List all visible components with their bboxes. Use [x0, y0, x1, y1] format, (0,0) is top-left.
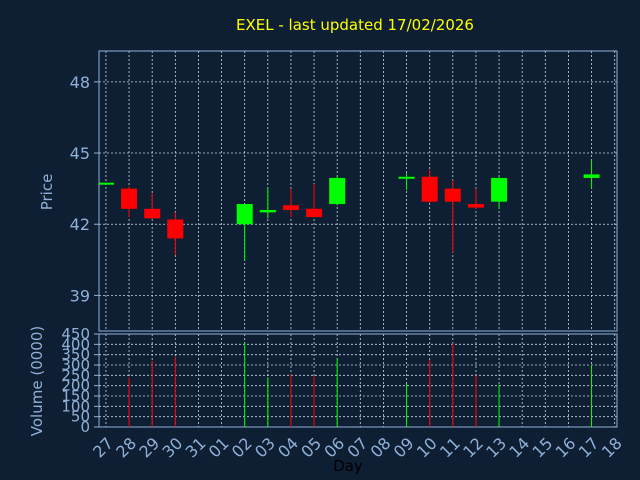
price-plot-frame	[98, 50, 618, 332]
volume-plot-frame	[98, 333, 618, 428]
volume-tick-label: 100	[61, 397, 90, 415]
volume-tick-label: 200	[61, 377, 90, 395]
candle-body	[282, 205, 299, 210]
chart-title: EXEL - last updated 17/02/2026	[236, 16, 474, 34]
volume-tick-label: 0	[80, 418, 90, 436]
candle-body	[167, 219, 184, 239]
volume-tick-label: 300	[61, 356, 90, 374]
candle-body	[259, 209, 276, 213]
candle-body	[99, 182, 114, 185]
candle-body	[398, 176, 415, 179]
volume-tick-label: 400	[61, 335, 90, 353]
candle-body	[491, 177, 508, 202]
candles	[99, 160, 600, 261]
price-tick-label: 39	[70, 286, 90, 305]
x-axis-label: Day	[333, 457, 363, 475]
candle-body	[421, 176, 438, 202]
candle-body	[444, 188, 461, 202]
price-axis-label: Price	[38, 174, 56, 211]
candle-body	[583, 174, 600, 178]
candle-body	[144, 208, 161, 219]
candle-body	[306, 208, 323, 218]
candle-body	[467, 204, 484, 208]
candle-body	[329, 177, 346, 205]
price-tick-label: 45	[70, 144, 90, 163]
volume-tick-label: 50	[71, 408, 90, 426]
volume-axis-label: Volume (0000)	[28, 326, 46, 436]
volume-tick-label: 250	[61, 366, 90, 384]
price-tick-label: 42	[70, 215, 90, 234]
candle-body	[236, 204, 253, 225]
volume-tick-label: 450	[61, 325, 90, 343]
candle-body	[121, 188, 138, 209]
volume-bars	[128, 342, 593, 427]
volume-tick-label: 150	[61, 387, 90, 405]
price-tick-labels: 39 42 45 48	[70, 73, 99, 305]
volume-tick-label: 350	[61, 346, 90, 364]
price-tick-label: 48	[70, 73, 90, 92]
